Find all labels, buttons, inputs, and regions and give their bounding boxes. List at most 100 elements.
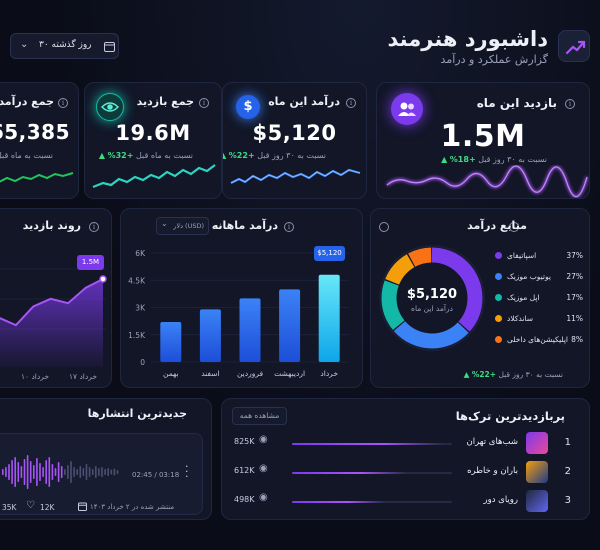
eye-icon: ◉ bbox=[259, 492, 268, 503]
release-item[interactable]: 02:45 / 03:18 · · · 35K ♡ 12K منتشر شده در… bbox=[0, 433, 203, 515]
track-rank: 3 bbox=[564, 495, 571, 506]
stat-value: $65,385 bbox=[0, 120, 70, 144]
track-progress-bar bbox=[292, 472, 452, 474]
sparkline-total-income bbox=[0, 172, 74, 183]
income-donut-chart bbox=[379, 245, 485, 351]
stat-card-total-views[interactable]: i جمع بازدید 19.6M نسبت به ماه قبل +32% … bbox=[84, 82, 222, 199]
legend-label: اپل موزیک bbox=[507, 293, 540, 302]
track-name: شب‌های تهران bbox=[466, 437, 518, 447]
stat-title: جمع بازدید bbox=[136, 95, 194, 108]
legend-swatch bbox=[495, 273, 502, 280]
stat-change: نسبت به ماه قبل bbox=[0, 151, 53, 160]
likes-count: 12K bbox=[40, 503, 55, 512]
x-tick-label: خرداد bbox=[320, 369, 338, 378]
track-cover bbox=[526, 461, 548, 483]
legend-item: اپلیکیشن‌های داخلی 8% bbox=[491, 335, 583, 356]
track-rank: 2 bbox=[564, 466, 571, 477]
y-tick-label: 0 bbox=[140, 358, 145, 367]
legend-label: ساندکلاد bbox=[507, 314, 533, 323]
x-tick-label: فروردین bbox=[237, 369, 264, 378]
view-all-button[interactable]: مشاهده همه bbox=[232, 407, 287, 425]
income-sources-card[interactable]: i منابع درآمد $5,120 درآمد این ماه اسپات… bbox=[370, 208, 590, 388]
wave-bar bbox=[64, 469, 66, 475]
legend-item: اپل موزیک 17% bbox=[491, 293, 583, 314]
x-tick-label: اردیبهشت bbox=[274, 369, 305, 378]
legend-percent: 11% bbox=[566, 314, 583, 323]
track-row[interactable]: 3 رویای دور ◉ 498K bbox=[222, 489, 589, 515]
currency-dropdown[interactable]: ⌄ دلار (USD) bbox=[156, 217, 209, 235]
eye-icon: ◉ bbox=[259, 463, 268, 474]
bar[interactable] bbox=[199, 309, 221, 362]
eye-icon: ◉ bbox=[259, 434, 268, 445]
stat-value: 19.6M bbox=[115, 121, 191, 145]
plays-count: 35K bbox=[2, 503, 17, 512]
wave-bar bbox=[48, 457, 51, 487]
donut-center-value: $5,120 bbox=[406, 287, 458, 302]
area-fill bbox=[0, 279, 103, 367]
top-tracks-card[interactable]: پربازدیدترین ترک‌ها مشاهده همه 1 شب‌های ت… bbox=[221, 398, 590, 520]
trend-up-icon bbox=[565, 40, 586, 55]
legend-label: اسپاتیفای bbox=[507, 251, 537, 260]
chevron-down-icon: ⌄ bbox=[161, 219, 168, 228]
bar[interactable] bbox=[160, 322, 182, 362]
page-title: داشبورد هنرمند bbox=[387, 27, 548, 51]
audio-waveform[interactable] bbox=[0, 454, 120, 490]
period-dropdown[interactable]: ⌄ ۳۰ روز گذشته bbox=[10, 33, 119, 59]
x-tick-label: ۱۰ خرداد bbox=[21, 372, 49, 381]
publish-date: منتشر شده در ۲ خرداد ۱۴۰۳ bbox=[90, 503, 175, 511]
stat-card-total-income[interactable]: i جمع درآمد $65,385 نسبت به ماه قبل bbox=[0, 82, 79, 199]
donut-slice[interactable] bbox=[381, 247, 483, 349]
currency-label: دلار (USD) bbox=[173, 222, 204, 230]
bar-value-badge: $5,120 bbox=[314, 246, 345, 261]
wave-bar bbox=[45, 460, 47, 484]
stat-icon-circle: $ bbox=[236, 95, 260, 119]
stat-card-monthly-views[interactable]: i بازدید این ماه 1.5M نسبت به ۳۰ روز قبل… bbox=[376, 82, 590, 199]
wave-bar bbox=[11, 460, 13, 484]
wave-bar bbox=[98, 468, 100, 476]
visit-trend-card[interactable]: i روند بازدید 1.5M ۱۰ خرداد ۱۷ خرداد bbox=[0, 208, 112, 388]
wave-bar bbox=[36, 458, 38, 486]
wave-bar bbox=[107, 468, 109, 476]
stat-card-monthly-income[interactable]: i درآمد این ماه $ $5,120 نسبت به ۳۰ روز … bbox=[222, 82, 367, 199]
data-point[interactable] bbox=[99, 275, 107, 283]
info-icon: i bbox=[199, 98, 209, 108]
bar[interactable] bbox=[279, 289, 301, 362]
bar[interactable] bbox=[239, 298, 261, 362]
bar[interactable] bbox=[318, 274, 340, 362]
legend-label: اپلیکیشن‌های داخلی bbox=[507, 335, 569, 344]
wave-bar bbox=[104, 469, 106, 475]
wave-bar bbox=[70, 461, 72, 483]
chevron-down-icon: ⌄ bbox=[20, 39, 29, 50]
info-icon: i bbox=[346, 98, 356, 108]
info-icon bbox=[379, 222, 389, 232]
visit-trend-area-chart bbox=[0, 268, 107, 367]
wave-bar bbox=[2, 469, 4, 475]
legend-swatch bbox=[495, 294, 502, 301]
donut-slice[interactable] bbox=[381, 247, 483, 349]
card-title: جدیدترین انتشارها bbox=[87, 407, 187, 420]
wave-bar bbox=[88, 467, 91, 477]
legend-item: یوتیوب موزیک 27% bbox=[491, 272, 583, 293]
legend-item: ساندکلاد 11% bbox=[491, 314, 583, 335]
wave-bar bbox=[33, 465, 35, 479]
monthly-income-card[interactable]: i درآمد ماهانه ⌄ دلار (USD) 0 1.5K 3K 4.5K 6… bbox=[120, 208, 363, 388]
heart-icon[interactable]: ♡ bbox=[26, 500, 35, 511]
wave-bar bbox=[57, 462, 60, 482]
stat-icon-circle bbox=[391, 93, 423, 125]
donut-slice[interactable] bbox=[381, 247, 483, 349]
stat-title: بازدید این ماه bbox=[476, 96, 557, 110]
track-row[interactable]: 1 شب‌های تهران ◉ 825K bbox=[222, 431, 589, 457]
more-options-icon[interactable]: · · · bbox=[185, 460, 189, 483]
track-progress-bar bbox=[292, 501, 452, 503]
wave-bar bbox=[26, 455, 29, 489]
sparkline-total-views bbox=[92, 164, 216, 189]
latest-releases-card[interactable]: جدیدترین انتشارها 02:45 / 03:18 · · · 35K … bbox=[0, 398, 212, 520]
track-cover bbox=[526, 490, 548, 512]
track-row[interactable]: 2 باران و خاطره ◉ 612K bbox=[222, 460, 589, 486]
y-tick-label: 4.5K bbox=[128, 276, 146, 285]
wave-bar bbox=[116, 470, 119, 474]
info-icon bbox=[191, 410, 201, 420]
page-subtitle: گزارش عملکرد و درآمد bbox=[440, 53, 548, 66]
info-icon: i bbox=[58, 98, 68, 108]
logo-tile[interactable] bbox=[558, 30, 590, 62]
